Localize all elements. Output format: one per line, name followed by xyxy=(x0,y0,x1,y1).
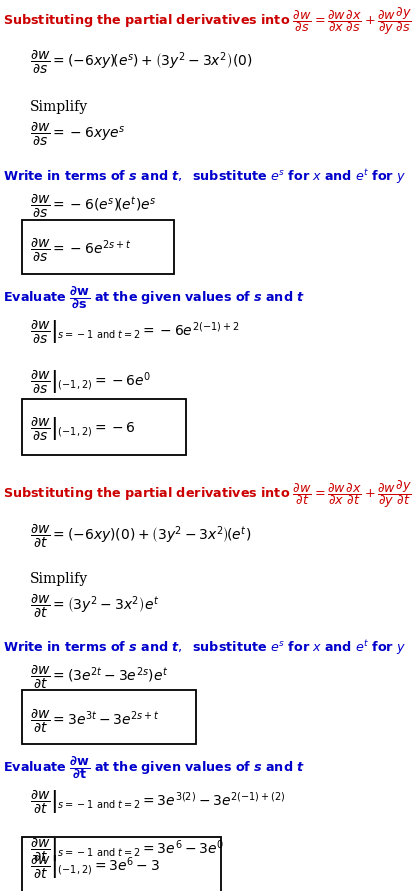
Text: $\left.\dfrac{\partial w}{\partial s}\right|_{(-1,2)} = -6e^0$: $\left.\dfrac{\partial w}{\partial s}\ri… xyxy=(30,368,151,396)
Text: $\bf{Write\ in\ terms\ of\ }$$\boldsymbol{s}$$\bf{\ and\ }$$\boldsymbol{t,}$$\bf: $\bf{Write\ in\ terms\ of\ }$$\boldsymbo… xyxy=(3,167,406,185)
Text: $\bf{Substituting\ the\ partial\ derivatives\ into}\ $$\dfrac{\partial w}{\parti: $\bf{Substituting\ the\ partial\ derivat… xyxy=(3,478,412,510)
Text: $\bf{Evaluate}\ \dfrac{\partial w}{\partial t}\ \bf{at\ the\ given\ values\ of\ : $\bf{Evaluate}\ \dfrac{\partial w}{\part… xyxy=(3,755,305,781)
Text: $\left.\dfrac{\partial w}{\partial t}\right|_{s=-1\ \mathrm{and}\ t=2} = 3e^6 - : $\left.\dfrac{\partial w}{\partial t}\ri… xyxy=(30,836,224,864)
Text: $\bf{Write\ in\ terms\ of\ }$$\boldsymbol{s}$$\bf{\ and\ }$$\boldsymbol{t,}$$\bf: $\bf{Write\ in\ terms\ of\ }$$\boldsymbo… xyxy=(3,638,406,657)
Text: $\left.\dfrac{\partial w}{\partial s}\right|_{(-1,2)} = -6$: $\left.\dfrac{\partial w}{\partial s}\ri… xyxy=(30,415,136,444)
Text: $\dfrac{\partial w}{\partial s} = (-6xy)\!\left(e^s\right) + \left(3y^2 - 3x^2\r: $\dfrac{\partial w}{\partial s} = (-6xy)… xyxy=(30,48,253,77)
Text: $\left.\dfrac{\partial w}{\partial t}\right|_{(-1,2)} = 3e^6 - 3$: $\left.\dfrac{\partial w}{\partial t}\ri… xyxy=(30,853,160,881)
Text: $\dfrac{\partial w}{\partial s} = -6xye^s$: $\dfrac{\partial w}{\partial s} = -6xye^… xyxy=(30,120,126,148)
Text: $\bf{Evaluate}\ \dfrac{\partial w}{\partial s}\ \bf{at\ the\ given\ values\ of\ : $\bf{Evaluate}\ \dfrac{\partial w}{\part… xyxy=(3,285,305,311)
Text: $\left.\dfrac{\partial w}{\partial t}\right|_{s=-1\ \mathrm{and}\ t=2} = 3e^{3(2: $\left.\dfrac{\partial w}{\partial t}\ri… xyxy=(30,788,285,816)
Text: $\bf{Substituting\ the\ partial\ derivatives\ into}\ $$\dfrac{\partial w}{\parti: $\bf{Substituting\ the\ partial\ derivat… xyxy=(3,5,412,37)
Text: $\dfrac{\partial w}{\partial s} = -6\left(e^s\right)\!\left(e^t\right)e^s$: $\dfrac{\partial w}{\partial s} = -6\lef… xyxy=(30,192,157,220)
Text: $\left.\dfrac{\partial w}{\partial s}\right|_{s=-1\ \mathrm{and}\ t=2} = -6e^{2(: $\left.\dfrac{\partial w}{\partial s}\ri… xyxy=(30,318,239,347)
Text: $\dfrac{\partial w}{\partial t} = (-6xy)(0) + \left(3y^2 - 3x^2\right)\!\left(e^: $\dfrac{\partial w}{\partial t} = (-6xy)… xyxy=(30,522,251,551)
Text: $\dfrac{\partial w}{\partial t} = \left(3e^{2t} - 3e^{2s}\right)e^t$: $\dfrac{\partial w}{\partial t} = \left(… xyxy=(30,663,168,691)
Text: Simplify: Simplify xyxy=(30,572,88,586)
Text: $\dfrac{\partial w}{\partial t} = 3e^{3t} - 3e^{2s+t}$: $\dfrac{\partial w}{\partial t} = 3e^{3t… xyxy=(30,707,160,735)
Text: $\dfrac{\partial w}{\partial t} = \left(3y^2 - 3x^2\right)e^t$: $\dfrac{\partial w}{\partial t} = \left(… xyxy=(30,592,159,620)
Text: $\dfrac{\partial w}{\partial s} = -6e^{2s+t}$: $\dfrac{\partial w}{\partial s} = -6e^{2… xyxy=(30,236,131,265)
Text: Simplify: Simplify xyxy=(30,100,88,114)
